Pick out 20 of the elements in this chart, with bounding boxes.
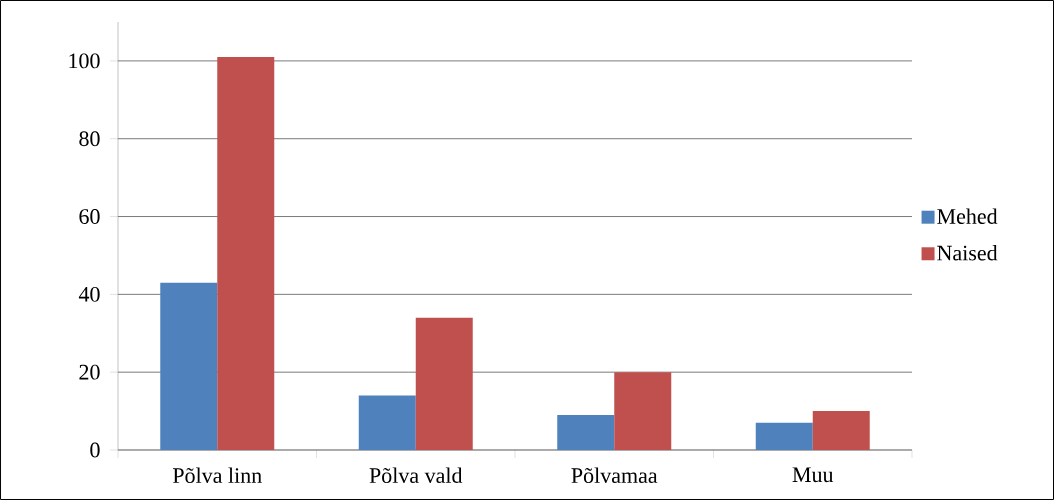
bar	[217, 57, 275, 450]
legend-label: Mehed	[937, 208, 998, 224]
x-tick-label: Põlva linn	[172, 467, 262, 483]
bar	[160, 282, 218, 450]
bar	[812, 411, 870, 450]
x-tick-label: Põlva vald	[369, 467, 463, 483]
bar	[358, 395, 416, 450]
bar	[755, 422, 813, 450]
bar	[614, 372, 672, 450]
y-tick-label: 100	[69, 53, 100, 69]
bar	[557, 414, 615, 450]
y-tick-label: 20	[79, 364, 100, 380]
y-tick-label: 0	[90, 442, 100, 458]
y-tick-label: 60	[79, 209, 100, 224]
legend-label: Naised	[937, 244, 998, 261]
x-tick-label: Muu	[792, 467, 834, 483]
bar	[415, 317, 473, 450]
y-tick-label: 40	[78, 286, 100, 302]
y-tick-label: 80	[79, 131, 100, 147]
x-tick-label: Põlvamaa	[571, 467, 658, 483]
